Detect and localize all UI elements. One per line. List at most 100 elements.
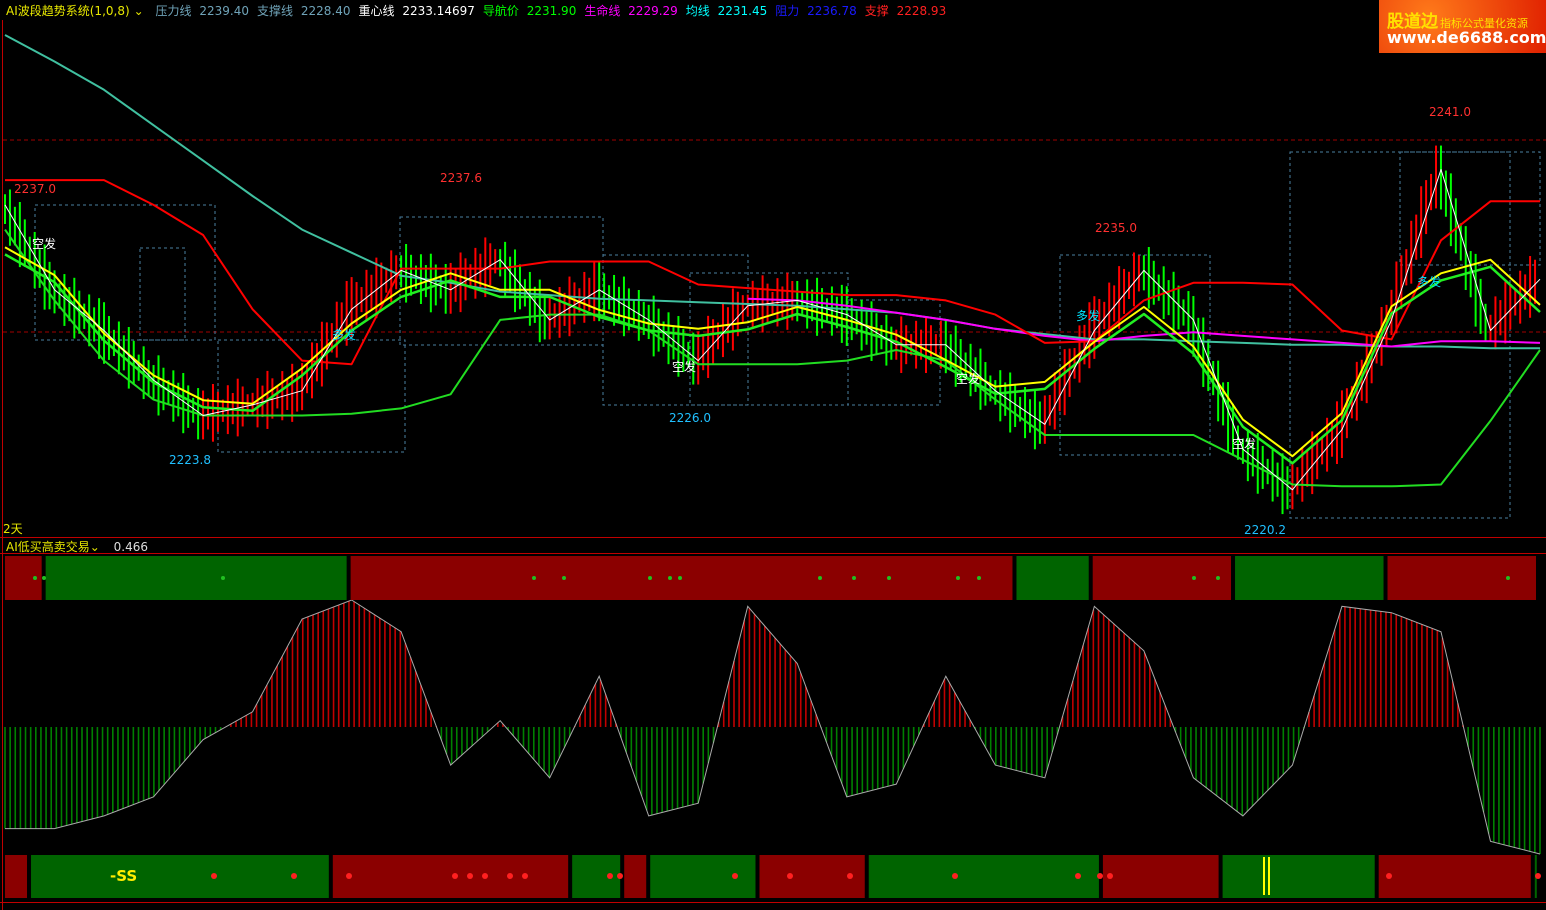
price-label-high: 2241.0 <box>1429 105 1471 119</box>
zone-bottom-buy <box>31 855 329 898</box>
signal-dot <box>562 576 566 580</box>
signal-dot <box>1107 873 1113 879</box>
signal-dot <box>482 873 488 879</box>
header-item-label: 生命线 <box>584 4 621 18</box>
header-item-label: 导航价 <box>482 4 519 18</box>
period-label: 2天 <box>3 522 23 536</box>
logo-site: www.de6688.com <box>1387 28 1546 47</box>
signal-label: 多发 <box>1417 275 1442 289</box>
signal-dot <box>678 576 682 580</box>
header-item-label: 支撑线 <box>257 4 294 18</box>
sub-indicator-header: AI低买高卖交易⌄ 0.466 <box>6 538 148 555</box>
zone-top-buy <box>45 556 347 600</box>
signal-dot <box>507 873 513 879</box>
support-line <box>4 229 1541 488</box>
signal-dot <box>787 873 793 879</box>
signal-dot <box>847 873 853 879</box>
panel-divider <box>0 537 1546 538</box>
chevron-down-icon: ⌄ <box>133 4 144 18</box>
signal-dot <box>1097 873 1103 879</box>
range-box <box>1059 254 1211 456</box>
signal-dot <box>732 873 738 879</box>
sub-indicator-name: AI低买高卖交易 <box>6 540 90 554</box>
zone-bottom-buy <box>650 855 756 898</box>
signal-dot <box>1386 873 1392 879</box>
trend-band-lower <box>4 253 1541 465</box>
header-item-value: 2228.40 <box>300 4 351 18</box>
sub-indicator-dropdown[interactable]: AI低买高卖交易⌄ <box>6 540 100 554</box>
range-box <box>139 247 186 341</box>
signal-label: 空发 <box>32 237 57 251</box>
main-indicator-header: AI波段趋势系统(1,0,8) ⌄ 压力线 2239.40 支撑线 2228.40 重… <box>6 2 958 19</box>
indicator-name-dropdown[interactable]: AI波段趋势系统(1,0,8) ⌄ <box>6 4 148 18</box>
close-line <box>4 169 1541 491</box>
signal-dot <box>1506 576 1510 580</box>
header-item-value: 2236.78 <box>807 4 857 18</box>
bottom-border <box>0 902 1546 903</box>
signal-dot <box>346 873 352 879</box>
signal-label: 空发 <box>1232 437 1257 451</box>
cursor-marker <box>1263 857 1265 895</box>
signal-text: -SS <box>110 867 138 885</box>
signal-dot <box>956 576 960 580</box>
signal-dot <box>607 873 613 879</box>
signal-label: 多发 <box>1076 309 1101 323</box>
signal-dot <box>221 576 225 580</box>
signal-dot <box>522 873 528 879</box>
header-item: 压力线 2239.40 <box>156 4 253 18</box>
zone-bottom-buy <box>572 855 621 898</box>
cursor-marker <box>1268 857 1270 895</box>
price-label-low: 2220.2 <box>1244 523 1286 537</box>
signal-dot <box>467 873 473 879</box>
price-label-high: 2235.0 <box>1095 221 1137 235</box>
signal-dot <box>532 576 536 580</box>
price-label-low: 2226.0 <box>669 411 711 425</box>
price-label-low: 2223.8 <box>169 453 211 467</box>
zone-bottom-buy <box>868 855 1099 898</box>
range-box <box>602 254 749 406</box>
indicator-name: AI波段趋势系统(1,0,8) <box>6 4 130 18</box>
header-item-value: 2233.14697 <box>402 4 475 18</box>
signal-dot <box>1075 873 1081 879</box>
signal-label: 空发 <box>672 360 697 374</box>
left-border <box>2 20 3 910</box>
signal-dot <box>291 873 297 879</box>
brand-logo: 股道边 指标公式量化资源 www.de6688.com <box>1379 0 1546 53</box>
signal-dot <box>852 576 856 580</box>
signal-dot <box>668 576 672 580</box>
zone-top-sell <box>1387 556 1536 600</box>
header-item-label: 支撑 <box>864 4 889 18</box>
ma-line <box>4 34 1540 350</box>
oscillator-line <box>5 599 1541 855</box>
header-item: 支撑 2228.93 <box>865 4 950 18</box>
header-item: 生命线 2229.29 <box>584 4 681 18</box>
resistance-line <box>5 179 1540 366</box>
price-label-high: 2237.0 <box>14 182 56 196</box>
signal-dot <box>1535 873 1541 879</box>
header-item: 阻力 2236.78 <box>775 4 860 18</box>
logo-tagline: 指标公式量化资源 <box>1440 17 1528 30</box>
signal-label: 多发 <box>332 328 357 342</box>
header-item-label: 均线 <box>685 4 710 18</box>
header-item-label: 重心线 <box>358 4 395 18</box>
signal-dot <box>452 873 458 879</box>
navigation-line <box>4 246 1541 458</box>
sub-header-divider <box>0 553 1546 554</box>
signal-dot <box>1216 576 1220 580</box>
zone-bottom-sell <box>624 855 647 898</box>
signal-dot <box>1192 576 1196 580</box>
header-item-value: 2231.45 <box>717 4 768 18</box>
header-item: 导航价 2231.90 <box>483 4 580 18</box>
life-line <box>747 297 1541 348</box>
header-item: 支撑线 2228.40 <box>257 4 354 18</box>
signal-dot <box>617 873 623 879</box>
zone-bottom-sell <box>332 855 569 898</box>
range-box <box>34 204 216 341</box>
sub-indicator-value: 0.466 <box>113 540 148 554</box>
header-item: 均线 2231.45 <box>686 4 771 18</box>
signal-dot <box>42 576 46 580</box>
header-item-value: 2239.40 <box>199 4 250 18</box>
header-item-label: 阻力 <box>775 4 800 18</box>
chevron-down-icon: ⌄ <box>89 540 100 554</box>
